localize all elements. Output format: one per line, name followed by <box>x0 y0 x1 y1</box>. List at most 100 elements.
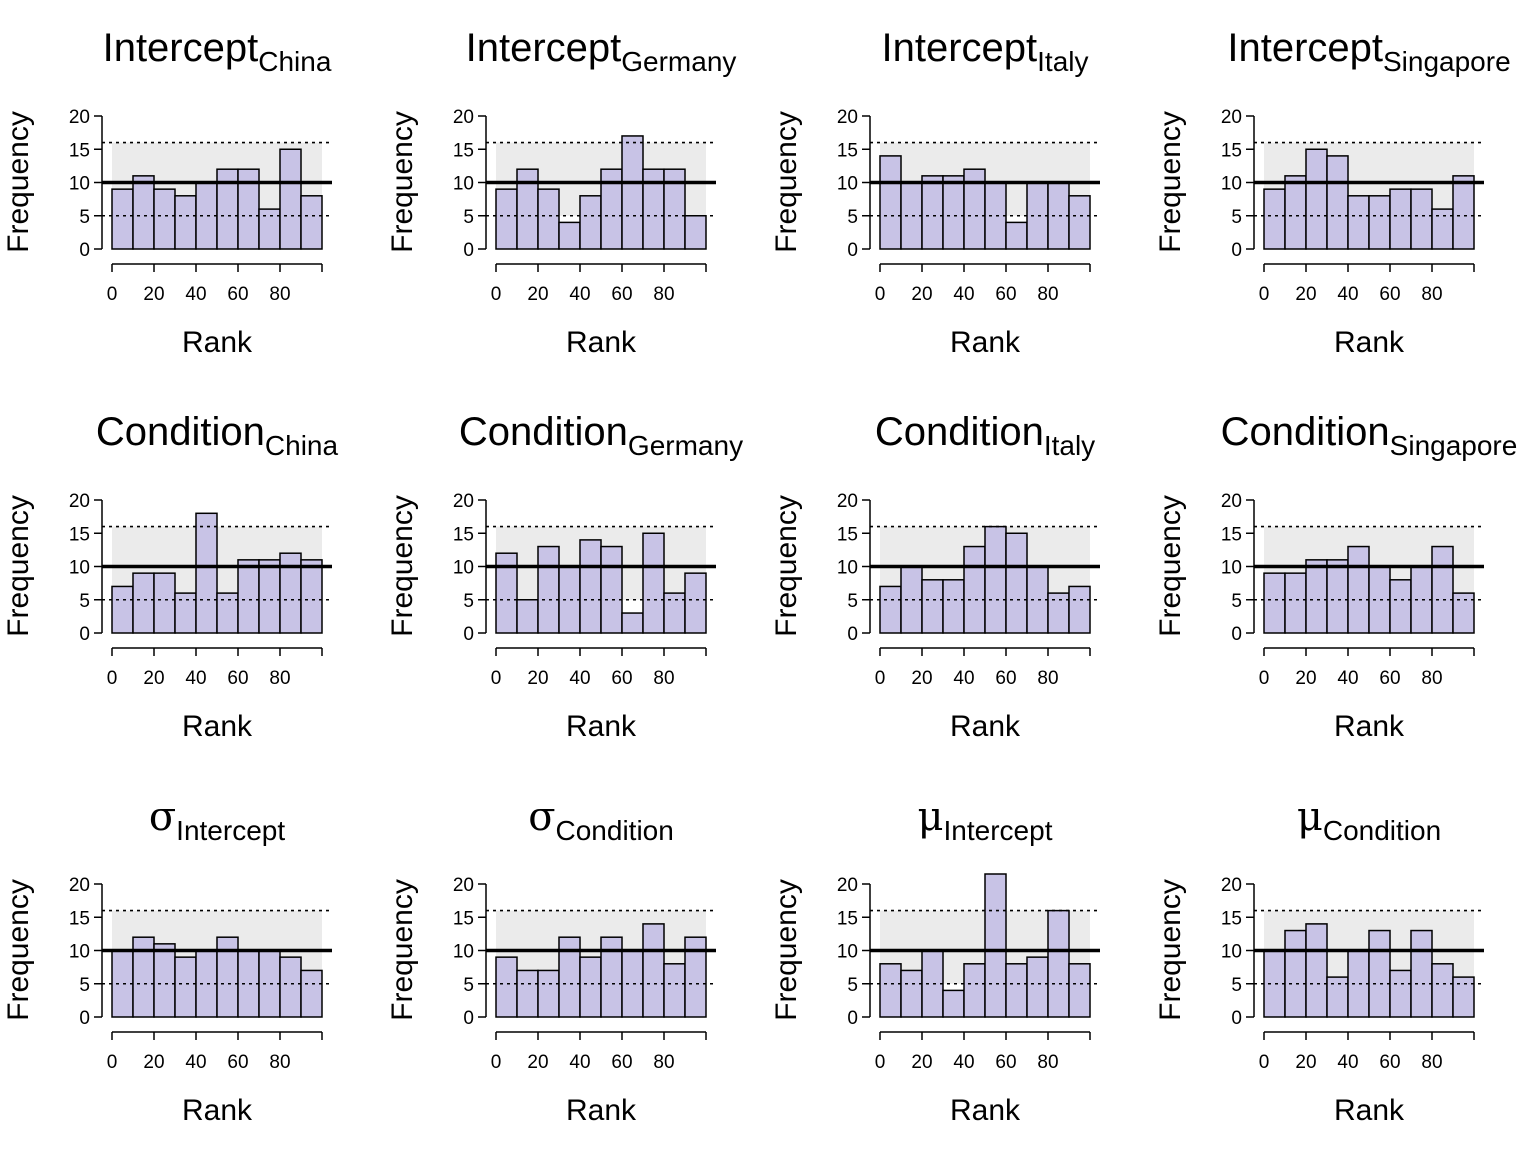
histogram-bar <box>153 188 176 250</box>
histogram-bar <box>1284 929 1307 1018</box>
histogram-bar <box>300 559 323 634</box>
x-tick-label: 0 <box>491 1052 502 1073</box>
y-tick-label: 15 <box>1221 140 1242 161</box>
y-tick-label: 0 <box>463 1008 474 1029</box>
histogram-bar <box>921 949 944 1018</box>
x-tick-label: 0 <box>491 668 502 689</box>
panel: 0 5 10 15 20 0 20 40 60 80 Rank Frequency InterceptS… <box>1154 26 1511 359</box>
panel-title: σCondition <box>528 794 674 846</box>
panel: 0 5 10 15 20 0 20 40 60 80 Rank Frequency σIntercept <box>2 794 332 1127</box>
histogram-bar <box>258 559 281 634</box>
histogram-bar <box>663 592 686 634</box>
x-tick-label: 0 <box>875 668 886 689</box>
x-tick-label: 20 <box>527 284 548 305</box>
histogram-bar <box>879 963 902 1018</box>
histogram-bar <box>195 181 218 250</box>
x-tick-label: 20 <box>143 284 164 305</box>
x-tick-label: 0 <box>107 668 118 689</box>
x-tick-label: 40 <box>1337 284 1358 305</box>
histogram-bar <box>1305 923 1328 1018</box>
histogram-bar <box>1305 148 1328 250</box>
panel: 0 5 10 15 20 0 20 40 60 80 Rank Frequency ConditionI… <box>770 410 1100 743</box>
y-tick-label: 10 <box>69 942 90 963</box>
x-tick-label: 80 <box>1037 284 1058 305</box>
x-tick-label: 20 <box>143 668 164 689</box>
y-axis-label: Frequency <box>386 879 419 1021</box>
x-tick-label: 80 <box>653 1052 674 1073</box>
panel-title: InterceptGermany <box>466 26 737 77</box>
x-tick-label: 60 <box>1379 668 1400 689</box>
histogram-bar <box>1431 545 1454 634</box>
histogram-bar <box>900 181 923 250</box>
x-axis-label: Rank <box>950 1094 1021 1127</box>
x-tick-label: 0 <box>875 1052 886 1073</box>
histogram-bar <box>237 949 260 1018</box>
y-tick-label: 0 <box>463 240 474 261</box>
histogram-bar <box>1368 929 1391 1018</box>
histogram-bar <box>1347 545 1370 634</box>
x-tick-label: 0 <box>875 284 886 305</box>
x-axis-label: Rank <box>950 326 1021 359</box>
x-tick-label: 80 <box>1421 284 1442 305</box>
x-tick-label: 20 <box>911 668 932 689</box>
y-tick-label: 0 <box>847 1008 858 1029</box>
x-tick-label: 40 <box>569 1052 590 1073</box>
y-axis-label: Frequency <box>1154 495 1187 637</box>
y-tick-label: 15 <box>837 140 858 161</box>
x-tick-label: 0 <box>1259 284 1270 305</box>
histogram-bar <box>1263 188 1286 250</box>
y-tick-label: 20 <box>837 107 858 128</box>
y-tick-label: 15 <box>69 524 90 545</box>
histogram-bar <box>516 599 539 634</box>
histogram-bar <box>258 949 281 1018</box>
y-tick-label: 15 <box>837 908 858 929</box>
y-tick-label: 5 <box>847 975 858 996</box>
x-tick-label: 60 <box>227 1052 248 1073</box>
histogram-bar <box>1410 565 1433 634</box>
histogram-bar <box>1326 559 1349 634</box>
x-tick-label: 60 <box>1379 284 1400 305</box>
histogram-bar <box>900 565 923 634</box>
y-tick-label: 0 <box>79 1008 90 1029</box>
y-tick-label: 0 <box>847 240 858 261</box>
x-tick-label: 80 <box>269 1052 290 1073</box>
panel-title-main: μ <box>918 794 944 840</box>
y-tick-label: 15 <box>1221 524 1242 545</box>
panel-title-subscript: Germany <box>628 430 743 461</box>
histogram-bar <box>921 175 944 250</box>
histogram-bar <box>1368 565 1391 634</box>
y-tick-label: 5 <box>1231 207 1242 228</box>
histogram-bar <box>942 579 965 634</box>
panel: 0 5 10 15 20 0 20 40 60 80 Rank Frequency InterceptG… <box>386 26 736 359</box>
x-axis-label: Rank <box>950 710 1021 743</box>
x-tick-label: 80 <box>1037 1052 1058 1073</box>
y-tick-label: 20 <box>1221 107 1242 128</box>
y-axis-label: Frequency <box>2 879 35 1021</box>
panel-title: ConditionGermany <box>459 410 743 461</box>
y-axis-label: Frequency <box>1154 111 1187 253</box>
histogram-bar <box>1452 592 1475 634</box>
histogram-bar <box>1263 572 1286 634</box>
y-tick-label: 20 <box>69 107 90 128</box>
x-tick-label: 40 <box>185 668 206 689</box>
panel-title-main: Condition <box>1221 410 1390 454</box>
y-tick-label: 10 <box>453 174 474 195</box>
x-axis-label: Rank <box>566 710 637 743</box>
x-axis-label: Rank <box>566 1094 637 1127</box>
y-axis-label: Frequency <box>2 495 35 637</box>
histogram-bar <box>1389 188 1412 250</box>
panel-title: ConditionSingapore <box>1221 410 1518 461</box>
x-tick-label: 20 <box>1295 284 1316 305</box>
y-tick-label: 5 <box>847 207 858 228</box>
histogram-bar <box>963 545 986 634</box>
y-tick-label: 10 <box>837 558 858 579</box>
histogram-bar <box>921 579 944 634</box>
y-tick-label: 0 <box>1231 1008 1242 1029</box>
histogram-bar <box>1263 949 1286 1018</box>
histogram-bar <box>537 969 560 1018</box>
y-tick-label: 20 <box>453 107 474 128</box>
histogram-bar <box>195 949 218 1018</box>
histogram-bar <box>300 969 323 1018</box>
y-tick-label: 5 <box>1231 975 1242 996</box>
histogram-bar <box>537 188 560 250</box>
